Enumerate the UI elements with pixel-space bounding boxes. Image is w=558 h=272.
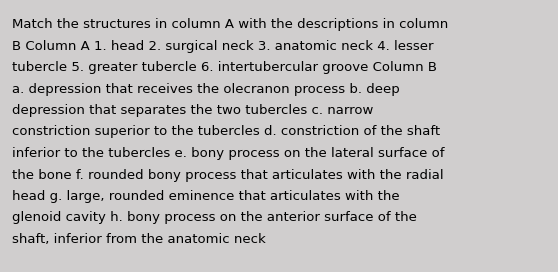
Text: Match the structures in column A with the descriptions in column: Match the structures in column A with th… bbox=[12, 18, 448, 31]
Text: B Column A 1. head 2. surgical neck 3. anatomic neck 4. lesser: B Column A 1. head 2. surgical neck 3. a… bbox=[12, 39, 434, 52]
Text: depression that separates the two tubercles c. narrow: depression that separates the two tuberc… bbox=[12, 104, 373, 117]
Text: inferior to the tubercles e. bony process on the lateral surface of: inferior to the tubercles e. bony proces… bbox=[12, 147, 445, 160]
Text: head g. large, rounded eminence that articulates with the: head g. large, rounded eminence that art… bbox=[12, 190, 400, 203]
Text: tubercle 5. greater tubercle 6. intertubercular groove Column B: tubercle 5. greater tubercle 6. intertub… bbox=[12, 61, 437, 74]
Text: constriction superior to the tubercles d. constriction of the shaft: constriction superior to the tubercles d… bbox=[12, 125, 440, 138]
Text: the bone f. rounded bony process that articulates with the radial: the bone f. rounded bony process that ar… bbox=[12, 168, 444, 181]
Text: shaft, inferior from the anatomic neck: shaft, inferior from the anatomic neck bbox=[12, 233, 266, 246]
Text: a. depression that receives the olecranon process b. deep: a. depression that receives the olecrano… bbox=[12, 82, 400, 95]
Text: glenoid cavity h. bony process on the anterior surface of the: glenoid cavity h. bony process on the an… bbox=[12, 212, 417, 224]
